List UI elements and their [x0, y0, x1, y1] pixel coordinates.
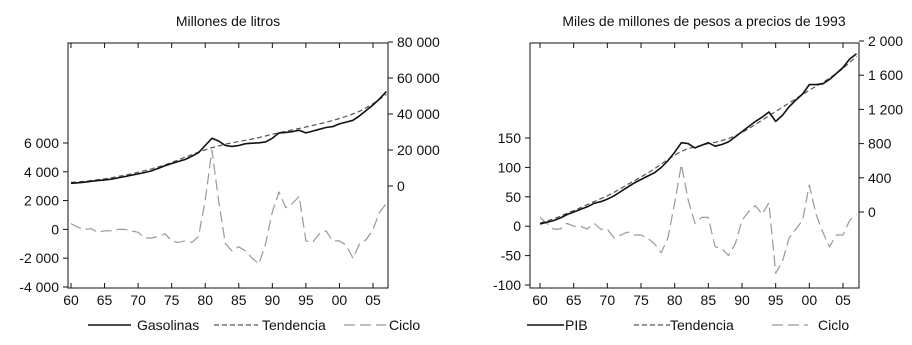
series-line-ciclo — [70, 149, 387, 265]
x-tick-label: 75 — [633, 292, 649, 308]
x-tick-label: 70 — [600, 292, 616, 308]
x-tick-label: 95 — [298, 292, 314, 308]
right-y-tick-label: 1 200 — [868, 101, 903, 117]
legend-label-gasolinas: Gasolinas — [137, 317, 199, 333]
left-y-tick-label: 0 — [513, 218, 521, 234]
x-tick-label: 05 — [835, 292, 851, 308]
x-tick-label: 90 — [734, 292, 750, 308]
legend-label-ciclo: Ciclo — [389, 317, 420, 333]
chart-2: Miles de millones de pesos a precios de … — [493, 13, 903, 333]
right-y-tick-label: 400 — [868, 170, 892, 186]
series-line-pib — [539, 53, 857, 225]
left-y-tick-label: 0 — [51, 221, 59, 237]
chart-title: Miles de millones de pesos a precios de … — [562, 13, 845, 29]
x-tick-label: 85 — [701, 292, 717, 308]
x-tick-label: 60 — [63, 292, 79, 308]
series-line-tendencia — [539, 55, 857, 224]
right-y-tick-label: 60 000 — [397, 70, 440, 86]
x-tick-label: 75 — [164, 292, 180, 308]
legend-label-pib: PIB — [565, 317, 588, 333]
plot-frame — [529, 42, 860, 289]
left-y-tick-label: -100 — [493, 277, 521, 293]
right-y-tick-label: 2 000 — [868, 33, 903, 49]
x-tick-label: 90 — [265, 292, 281, 308]
x-tick-label: 80 — [667, 292, 683, 308]
legend-label-tendencia: Tendencia — [670, 317, 734, 333]
x-tick-label: 60 — [532, 292, 548, 308]
x-tick-label: 00 — [332, 292, 348, 308]
x-tick-label: 95 — [768, 292, 784, 308]
x-tick-label: 85 — [231, 292, 247, 308]
legend-label-ciclo: Ciclo — [818, 317, 849, 333]
right-y-tick-label: 0 — [397, 178, 405, 194]
x-tick-label: 65 — [97, 292, 113, 308]
left-y-tick-label: 50 — [505, 189, 521, 205]
left-y-tick-label: 2 000 — [24, 193, 59, 209]
right-y-tick-label: 80 000 — [397, 34, 440, 50]
plot-frame — [67, 42, 389, 289]
x-tick-label: 80 — [197, 292, 213, 308]
right-y-tick-label: 800 — [868, 136, 892, 152]
left-y-tick-label: 6 000 — [24, 135, 59, 151]
series-line-tendencia — [70, 93, 387, 183]
left-y-tick-label: 100 — [498, 159, 522, 175]
x-tick-label: 70 — [130, 292, 146, 308]
x-tick-label: 65 — [566, 292, 582, 308]
chart-title: Millones de litros — [176, 13, 280, 29]
left-y-tick-label: 150 — [498, 130, 522, 146]
x-tick-label: 05 — [365, 292, 381, 308]
right-y-tick-label: 1 600 — [868, 67, 903, 83]
left-y-tick-label: -50 — [501, 248, 521, 264]
legend-label-tendencia: Tendencia — [262, 317, 326, 333]
right-y-tick-label: 40 000 — [397, 106, 440, 122]
series-line-ciclo — [539, 163, 857, 274]
series-line-gasolinas — [70, 90, 387, 185]
x-tick-label: 00 — [802, 292, 818, 308]
left-y-tick-label: -4 000 — [19, 279, 59, 295]
right-y-tick-label: 20 000 — [397, 142, 440, 158]
right-y-tick-label: 0 — [868, 204, 876, 220]
left-y-tick-label: -2 000 — [19, 250, 59, 266]
left-y-tick-label: 4 000 — [24, 164, 59, 180]
